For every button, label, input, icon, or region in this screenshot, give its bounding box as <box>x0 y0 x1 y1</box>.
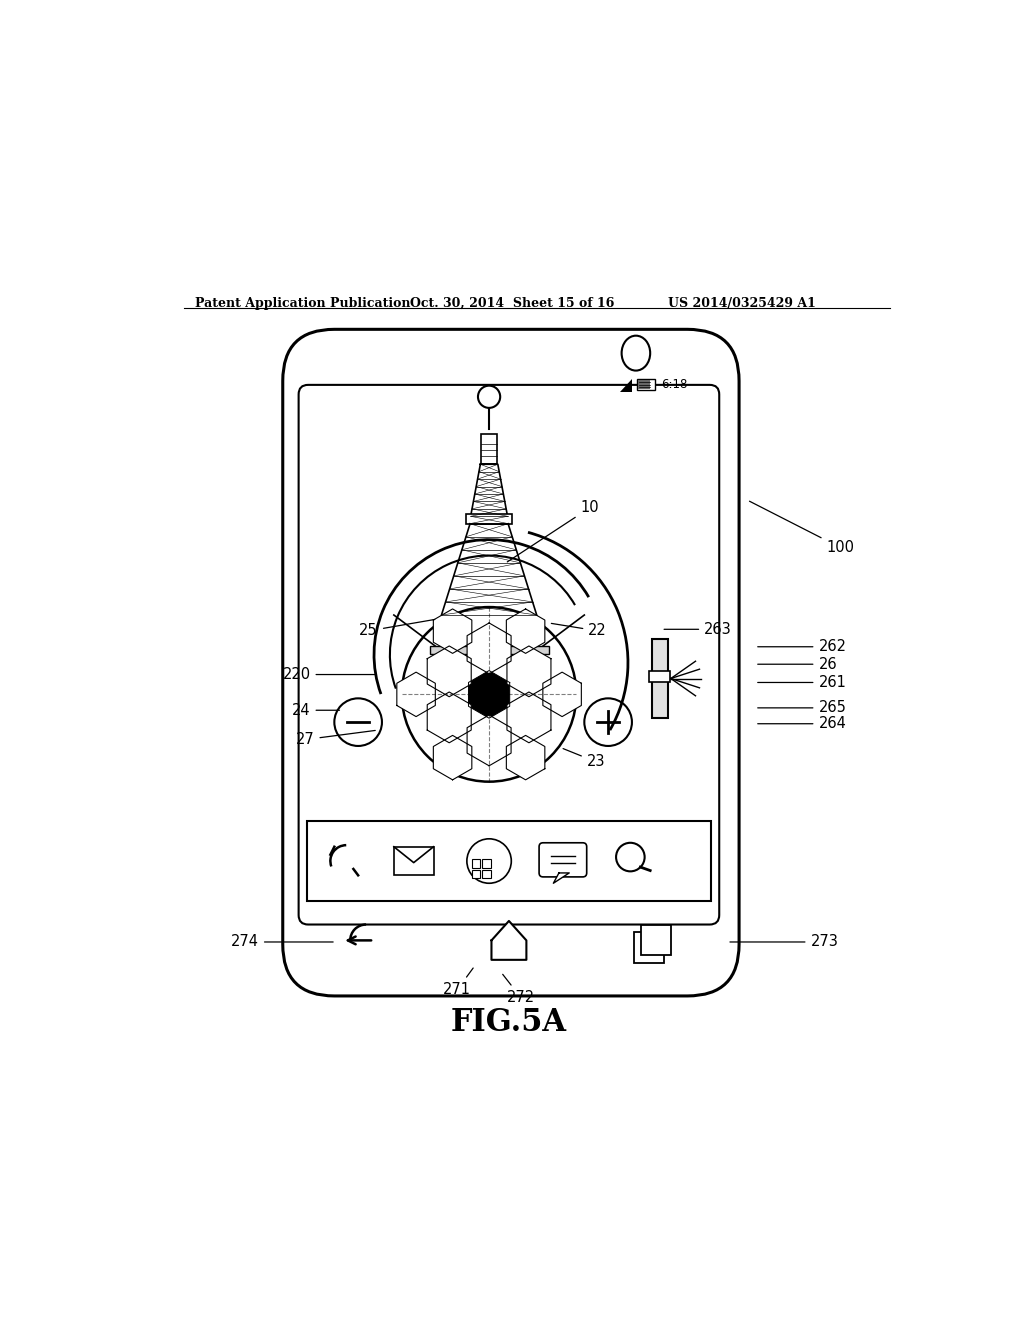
FancyBboxPatch shape <box>299 385 719 924</box>
Bar <box>649 672 670 682</box>
Text: 274: 274 <box>231 935 333 949</box>
Bar <box>472 870 480 879</box>
Polygon shape <box>433 609 472 653</box>
Polygon shape <box>468 671 510 718</box>
Circle shape <box>585 698 632 746</box>
FancyBboxPatch shape <box>539 842 587 876</box>
Text: 27: 27 <box>296 730 375 747</box>
Bar <box>482 870 490 879</box>
Text: 263: 263 <box>665 622 732 636</box>
Bar <box>306 821 712 900</box>
Bar <box>430 645 549 653</box>
Bar <box>481 434 497 465</box>
Polygon shape <box>506 735 545 780</box>
Text: US 2014/0325429 A1: US 2014/0325429 A1 <box>668 297 815 310</box>
Bar <box>638 379 655 389</box>
Text: 6:18: 6:18 <box>662 378 688 391</box>
Text: Patent Application Publication: Patent Application Publication <box>196 297 411 310</box>
Text: 220: 220 <box>283 667 375 682</box>
Text: 23: 23 <box>563 748 605 770</box>
Polygon shape <box>427 692 471 743</box>
Polygon shape <box>397 672 435 717</box>
Circle shape <box>334 698 382 746</box>
Bar <box>394 846 433 875</box>
Polygon shape <box>467 715 511 766</box>
Text: 262: 262 <box>758 639 847 655</box>
Circle shape <box>467 838 511 883</box>
Text: 26: 26 <box>758 657 837 672</box>
Text: 273: 273 <box>730 935 839 949</box>
Bar <box>482 859 490 869</box>
Text: 24: 24 <box>292 702 340 718</box>
Polygon shape <box>553 873 569 883</box>
Polygon shape <box>492 921 526 960</box>
Polygon shape <box>469 465 509 524</box>
Text: 264: 264 <box>758 717 846 731</box>
Polygon shape <box>620 379 632 392</box>
Polygon shape <box>507 645 551 697</box>
Text: 265: 265 <box>758 701 846 715</box>
Polygon shape <box>506 609 545 653</box>
Text: 271: 271 <box>443 968 473 997</box>
Circle shape <box>616 842 645 871</box>
Bar <box>445 656 532 664</box>
Polygon shape <box>507 692 551 743</box>
Polygon shape <box>433 735 472 780</box>
Text: 272: 272 <box>503 974 535 1005</box>
Polygon shape <box>441 524 537 615</box>
Circle shape <box>401 607 577 781</box>
Bar <box>472 859 480 869</box>
FancyBboxPatch shape <box>283 329 739 997</box>
Text: FIG.5A: FIG.5A <box>451 1007 567 1038</box>
Bar <box>641 924 671 954</box>
Bar <box>638 380 650 389</box>
Text: 22: 22 <box>551 623 607 639</box>
Text: 10: 10 <box>507 500 599 562</box>
Bar <box>652 639 668 718</box>
Bar <box>634 932 665 962</box>
Circle shape <box>478 385 500 408</box>
Polygon shape <box>427 645 471 697</box>
Text: 100: 100 <box>750 502 854 554</box>
Text: Oct. 30, 2014  Sheet 15 of 16: Oct. 30, 2014 Sheet 15 of 16 <box>410 297 614 310</box>
Polygon shape <box>467 623 511 673</box>
Polygon shape <box>543 672 582 717</box>
Text: 25: 25 <box>359 619 435 639</box>
Text: 261: 261 <box>758 675 846 690</box>
Ellipse shape <box>622 335 650 371</box>
Bar <box>466 515 512 524</box>
